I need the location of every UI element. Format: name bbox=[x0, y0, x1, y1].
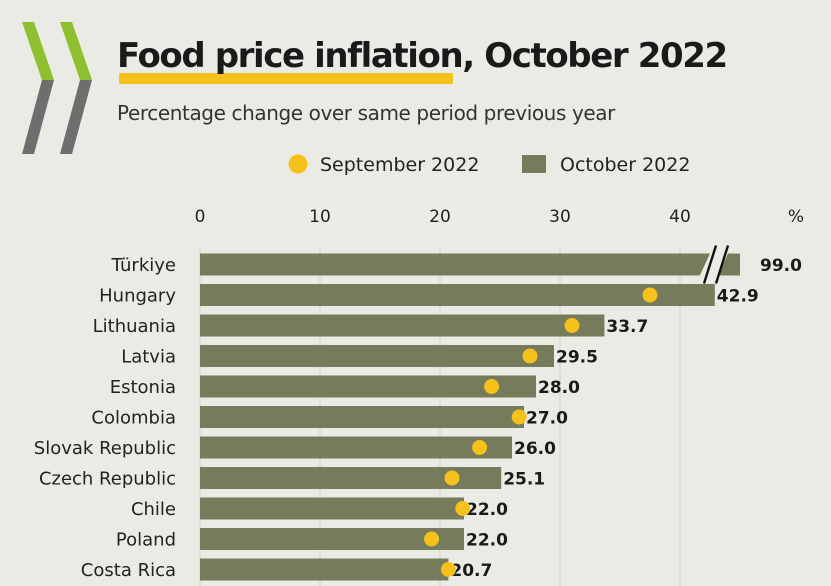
marker-september bbox=[522, 348, 538, 364]
axis-unit-label: % bbox=[788, 207, 804, 227]
bar-october bbox=[200, 375, 536, 398]
marker-september bbox=[564, 318, 580, 333]
axis-break-gap bbox=[699, 252, 729, 277]
category-label: Czech Republic bbox=[39, 469, 176, 490]
bar-value-label: 25.1 bbox=[503, 470, 545, 490]
legend-swatch-october bbox=[522, 155, 546, 173]
bar-october bbox=[200, 284, 715, 306]
logo-chevron-right-green bbox=[60, 22, 92, 80]
category-label: Türkiye bbox=[111, 255, 177, 276]
chart-subtitle: Percentage change over same period previ… bbox=[117, 101, 615, 125]
category-label: Slovak Republic bbox=[34, 438, 176, 459]
x-tick-label: 10 bbox=[309, 207, 331, 227]
legend-marker-september bbox=[288, 154, 308, 174]
x-tick-label: 30 bbox=[549, 207, 571, 227]
bar-october bbox=[200, 345, 554, 367]
marker-september bbox=[440, 562, 456, 577]
bar-october bbox=[200, 528, 464, 550]
x-tick-label: 40 bbox=[669, 207, 691, 227]
x-tick-label: 0 bbox=[195, 207, 206, 227]
axis-break-mark bbox=[702, 245, 718, 284]
logo-chevron-left-green bbox=[22, 22, 54, 80]
category-label: Hungary bbox=[99, 286, 176, 307]
bar-october bbox=[200, 436, 512, 459]
axis-break-mark bbox=[714, 245, 730, 284]
marker-september bbox=[511, 409, 527, 425]
legend-label-october: October 2022 bbox=[560, 154, 690, 176]
category-label: Costa Rica bbox=[81, 560, 176, 581]
bar-value-label: 26.0 bbox=[514, 439, 556, 459]
category-label: Latvia bbox=[121, 347, 176, 368]
category-label: Lithuania bbox=[93, 316, 176, 337]
bar-value-label: 99.0 bbox=[760, 256, 802, 276]
marker-september bbox=[472, 440, 488, 455]
bar-october bbox=[200, 467, 502, 489]
logo-chevron-left-grey bbox=[22, 80, 54, 154]
bar-value-label: 27.0 bbox=[526, 409, 568, 429]
chart-title: Food price inflation, October 2022 bbox=[117, 36, 728, 76]
category-label: Chile bbox=[131, 499, 176, 520]
bar-value-label: 42.9 bbox=[717, 287, 759, 307]
marker-september bbox=[424, 531, 440, 547]
bar-value-label: 33.7 bbox=[606, 317, 648, 337]
marker-september bbox=[455, 501, 471, 516]
marker-september bbox=[484, 379, 500, 394]
bar-october bbox=[200, 314, 605, 337]
marker-september bbox=[642, 287, 658, 303]
bar-october bbox=[200, 406, 524, 428]
logo-chevron-right-grey bbox=[60, 80, 92, 154]
bar-value-label: 22.0 bbox=[466, 531, 508, 551]
title-highlight bbox=[119, 73, 453, 84]
bar-october bbox=[200, 558, 449, 581]
oecd-logo-icon bbox=[22, 22, 92, 154]
category-label: Estonia bbox=[110, 377, 176, 398]
bar-october bbox=[200, 253, 740, 276]
x-tick-label: 20 bbox=[429, 207, 451, 227]
bar-value-label: 22.0 bbox=[466, 500, 508, 520]
category-label: Poland bbox=[116, 530, 176, 551]
category-label: Colombia bbox=[91, 408, 176, 429]
legend-label-september: September 2022 bbox=[320, 154, 479, 176]
bar-value-label: 28.0 bbox=[538, 378, 580, 398]
bar-october bbox=[200, 497, 464, 520]
bar-value-label: 29.5 bbox=[556, 348, 598, 368]
bar-value-label: 20.7 bbox=[450, 561, 492, 581]
marker-september bbox=[444, 470, 460, 486]
